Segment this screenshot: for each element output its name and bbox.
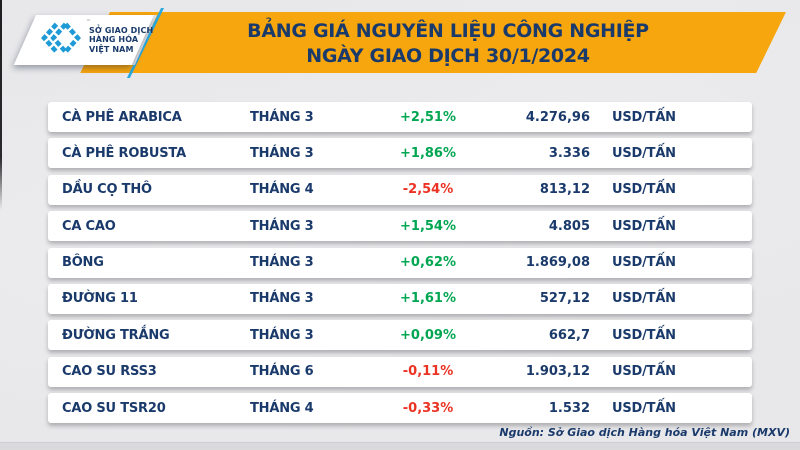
table-row: CA CAO THÁNG 3 +1,54% 4.805 USD/TẤN <box>48 211 752 242</box>
mxv-logo-text: SỞ GIAO DỊCH HÀNG HÓA VIỆT NAM <box>89 26 153 55</box>
price-value: 4.805 <box>548 218 590 234</box>
contract-month: THÁNG 3 <box>250 218 314 234</box>
price-unit: USD/TẤN <box>612 218 676 234</box>
price-unit: USD/TẤN <box>612 182 676 198</box>
table-row: CAO SU RSS3 THÁNG 6 -0,11% 1.903,12 USD/… <box>48 356 752 387</box>
commodity-name: ĐƯỜNG 11 <box>62 291 138 307</box>
commodity-name: BÔNG <box>62 255 104 271</box>
contract-month: THÁNG 4 <box>250 182 314 198</box>
percent-change: +0,09% <box>400 327 456 343</box>
mxv-logo: ™ SỞ GIAO DỊCH HÀNG HÓA VIỆT NAM <box>36 15 164 65</box>
price-unit: USD/TẤN <box>612 364 676 380</box>
contract-month: THÁNG 3 <box>250 327 314 343</box>
percent-change: +1,86% <box>400 145 456 161</box>
commodity-name: CÀ PHÊ ARABICA <box>62 109 182 125</box>
price-value: 1.869,08 <box>525 255 590 271</box>
percent-change: -0,11% <box>402 364 454 380</box>
price-unit: USD/TẤN <box>612 327 676 343</box>
commodity-name: CAO SU TSR20 <box>62 400 166 416</box>
price-unit: USD/TẤN <box>612 109 676 125</box>
logo-text-line1: SỞ GIAO DỊCH <box>89 25 154 35</box>
price-unit: USD/TẤN <box>612 255 676 271</box>
table-row: ĐƯỜNG TRẮNG THÁNG 3 +0,09% 662,7 USD/TẤN <box>48 320 752 351</box>
price-value: 1.903,12 <box>525 364 590 380</box>
table-row: BÔNG THÁNG 3 +0,62% 1.869,08 USD/TẤN <box>48 247 752 278</box>
commodity-name: CAO SU RSS3 <box>62 364 157 380</box>
contract-month: THÁNG 6 <box>250 364 314 380</box>
bottom-band <box>0 442 800 450</box>
commodity-name: CÀ PHÊ ROBUSTA <box>62 145 186 161</box>
percent-change: +2,51% <box>400 109 456 125</box>
commodity-name: ĐƯỜNG TRẮNG <box>62 327 170 343</box>
table-row: CAO SU TSR20 THÁNG 4 -0,33% 1.532 USD/TẤ… <box>48 393 752 424</box>
percent-change: -0,33% <box>402 400 454 416</box>
price-unit: USD/TẤN <box>612 145 676 161</box>
left-edge-artifact <box>0 0 2 210</box>
price-value: 1.532 <box>548 400 590 416</box>
price-unit: USD/TẤN <box>612 291 676 307</box>
percent-change: +1,54% <box>400 218 456 234</box>
price-table: CÀ PHÊ ARABICA THÁNG 3 +2,51% 4.276,96 U… <box>48 102 752 424</box>
logo-text-line2: HÀNG HÓA <box>89 35 139 45</box>
price-value: 662,7 <box>548 327 590 343</box>
price-value: 813,12 <box>539 182 590 198</box>
source-note: Nguồn: Sở Giao dịch Hàng hóa Việt Nam (M… <box>499 426 790 439</box>
contract-month: THÁNG 3 <box>250 109 314 125</box>
price-value: 4.276,96 <box>525 109 590 125</box>
mxv-chevrons-icon: ™ <box>38 19 91 59</box>
contract-month: THÁNG 4 <box>250 400 314 416</box>
percent-change: +0,62% <box>400 255 456 271</box>
header-banner-content: BẢNG GIÁ NGUYÊN LIỆU CÔNG NGHIỆP NGÀY GI… <box>110 12 786 73</box>
contract-month: THÁNG 3 <box>250 145 314 161</box>
price-value: 3.336 <box>548 145 590 161</box>
table-row: ĐƯỜNG 11 THÁNG 3 +1,61% 527,12 USD/TẤN <box>48 283 752 314</box>
contract-month: THÁNG 3 <box>250 291 314 307</box>
commodity-name: DẦU CỌ THÔ <box>62 182 152 198</box>
table-row: DẦU CỌ THÔ THÁNG 4 -2,54% 813,12 USD/TẤN <box>48 174 752 205</box>
page-title-line2: NGÀY GIAO DỊCH 30/1/2024 <box>306 44 590 67</box>
percent-change: +1,61% <box>400 291 456 307</box>
header-banner: BẢNG GIÁ NGUYÊN LIỆU CÔNG NGHIỆP NGÀY GI… <box>80 12 787 73</box>
logo-text-line3: VIỆT NAM <box>89 44 134 54</box>
table-row: CÀ PHÊ ARABICA THÁNG 3 +2,51% 4.276,96 U… <box>48 102 752 132</box>
mxv-logo-plate: ™ SỞ GIAO DỊCH HÀNG HÓA VIỆT NAM <box>13 15 154 65</box>
table-row: CÀ PHÊ ROBUSTA THÁNG 3 +1,86% 3.336 USD/… <box>48 138 752 169</box>
commodity-name: CA CAO <box>62 218 116 234</box>
contract-month: THÁNG 3 <box>250 255 314 271</box>
page-title-line1: BẢNG GIÁ NGUYÊN LIỆU CÔNG NGHIỆP <box>247 19 649 42</box>
trademark-symbol: ™ <box>86 19 91 25</box>
price-value: 527,12 <box>539 291 590 307</box>
percent-change: -2,54% <box>402 182 454 198</box>
price-unit: USD/TẤN <box>612 400 676 416</box>
